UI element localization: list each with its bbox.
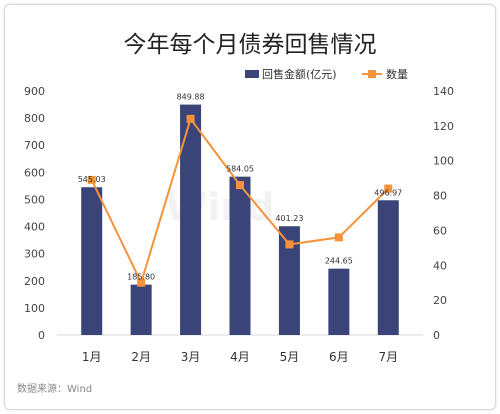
y-right-tick-label: 140 bbox=[433, 85, 454, 98]
y-right-tick-label: 60 bbox=[433, 224, 447, 237]
x-tick-label: 2月 bbox=[131, 350, 151, 364]
x-tick-label: 7月 bbox=[378, 350, 398, 364]
count-marker bbox=[384, 184, 393, 193]
y-right-tick-label: 0 bbox=[433, 329, 440, 342]
x-tick-label: 5月 bbox=[280, 350, 300, 364]
y-right-tick-label: 100 bbox=[433, 155, 454, 168]
count-marker bbox=[137, 278, 146, 287]
y-left-tick-label: 700 bbox=[24, 139, 45, 152]
bar bbox=[278, 226, 300, 335]
bar-data-label: 185.80 bbox=[127, 273, 155, 282]
source-note: 数据来源：Wind bbox=[17, 382, 92, 395]
y-right-tick-label: 40 bbox=[433, 259, 447, 272]
y-left-tick-label: 200 bbox=[24, 275, 45, 288]
y-right-tick-label: 80 bbox=[433, 190, 447, 203]
bar-data-label: 244.65 bbox=[325, 257, 353, 266]
count-marker bbox=[236, 181, 244, 190]
x-tick-label: 6月 bbox=[329, 350, 349, 364]
bar bbox=[81, 187, 103, 335]
legend-label-count: 数量 bbox=[386, 68, 408, 81]
bar-data-label: 401.23 bbox=[275, 214, 303, 223]
count-marker bbox=[186, 114, 195, 123]
bar-data-label: 849.88 bbox=[177, 93, 205, 102]
x-tick-label: 4月 bbox=[230, 350, 250, 364]
bar bbox=[229, 176, 251, 335]
chart-title: 今年每个月债券回售情况 bbox=[124, 32, 377, 58]
bar bbox=[377, 200, 399, 335]
legend-swatch-bar bbox=[245, 70, 259, 78]
count-marker bbox=[87, 175, 96, 184]
y-left-tick-label: 400 bbox=[24, 221, 45, 234]
x-tick-label: 1月 bbox=[82, 350, 102, 364]
chart-card: Wind 今年每个月债券回售情况 回售金额(亿元) 数量 0 100 200 300 400 50… bbox=[4, 4, 496, 410]
legend-marker-count bbox=[368, 70, 376, 78]
bar bbox=[130, 284, 152, 335]
bar bbox=[328, 268, 350, 335]
y-left-tick-label: 0 bbox=[38, 329, 45, 342]
y-left-tick-label: 600 bbox=[24, 166, 45, 179]
legend-label-amount: 回售金额(亿元) bbox=[262, 67, 337, 81]
bar-data-label: 545.03 bbox=[78, 175, 106, 184]
y-left-tick-label: 500 bbox=[24, 193, 45, 206]
bar-data-label: 584.05 bbox=[226, 165, 254, 174]
count-marker bbox=[334, 233, 343, 242]
y-left-tick-label: 800 bbox=[24, 112, 45, 125]
y-right-tick-label: 120 bbox=[433, 120, 454, 133]
count-marker bbox=[285, 240, 294, 249]
bar-data-label: 496.97 bbox=[374, 188, 402, 197]
y-left-tick-label: 100 bbox=[24, 302, 45, 315]
x-tick-label: 3月 bbox=[181, 350, 201, 364]
y-right-tick-label: 20 bbox=[433, 294, 447, 307]
y-left-tick-label: 900 bbox=[24, 85, 45, 98]
y-left-tick-label: 300 bbox=[24, 248, 45, 261]
bar bbox=[180, 104, 202, 335]
